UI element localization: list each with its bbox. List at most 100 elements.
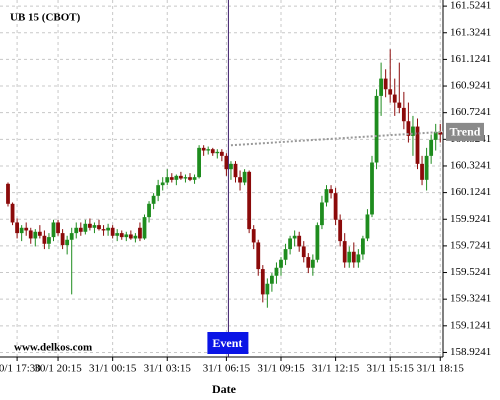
candle-body bbox=[260, 269, 265, 295]
candle-body bbox=[279, 259, 283, 268]
y-tick-label: 158.9241 bbox=[450, 346, 491, 358]
candle-body bbox=[215, 151, 220, 154]
candle-body bbox=[333, 193, 338, 220]
candle-body bbox=[133, 235, 138, 239]
candle-body bbox=[19, 227, 24, 234]
candle-body bbox=[229, 163, 233, 170]
candle-body bbox=[138, 227, 142, 239]
candle-body bbox=[365, 214, 370, 239]
candle-body bbox=[128, 234, 133, 239]
candle-body bbox=[347, 251, 352, 263]
candle-body bbox=[338, 219, 343, 242]
candle-body bbox=[92, 225, 97, 228]
x-tick-label: 30/1 17:30 bbox=[0, 363, 41, 375]
candle-body bbox=[415, 126, 420, 164]
candle-body bbox=[206, 149, 211, 151]
candle-body bbox=[224, 155, 229, 170]
candle-body bbox=[192, 177, 197, 180]
candle-body bbox=[179, 175, 183, 179]
candle-body bbox=[83, 223, 88, 232]
candle-body bbox=[424, 155, 429, 180]
candle-body bbox=[188, 177, 192, 180]
candle-body bbox=[147, 203, 151, 218]
candle-body bbox=[374, 95, 379, 163]
watermark: www.delkos.com bbox=[14, 342, 92, 354]
candle-body bbox=[210, 149, 215, 154]
x-tick-label: 31/1 09:15 bbox=[257, 363, 305, 375]
candle-body bbox=[329, 189, 333, 194]
candle-body bbox=[288, 238, 292, 250]
trend-label: Trend bbox=[450, 125, 481, 139]
candle-body bbox=[251, 229, 256, 243]
candle-body bbox=[315, 225, 320, 260]
x-axis-title: Date bbox=[212, 382, 237, 396]
candle-body bbox=[165, 177, 170, 183]
candle-body bbox=[42, 235, 47, 244]
candle-body bbox=[242, 171, 247, 183]
candle-body bbox=[201, 147, 206, 151]
trend-box bbox=[446, 122, 484, 141]
y-tick-label: 160.9241 bbox=[450, 80, 491, 92]
x-tick-label: 30/1 20:15 bbox=[34, 363, 82, 375]
candle-body bbox=[320, 202, 324, 226]
candle-body bbox=[324, 189, 329, 203]
candle-body bbox=[370, 162, 374, 215]
candle-body bbox=[406, 121, 411, 136]
y-tick-label: 161.1241 bbox=[450, 53, 491, 65]
candle-body bbox=[411, 126, 415, 136]
y-tick-label: 161.3241 bbox=[450, 26, 491, 38]
candle-body bbox=[270, 275, 274, 284]
candle-body bbox=[274, 267, 279, 276]
x-tick-label: 31/1 18:15 bbox=[417, 363, 465, 375]
candle-body bbox=[397, 102, 402, 108]
candle-body bbox=[88, 223, 92, 228]
candle-body bbox=[33, 231, 38, 239]
candle-body bbox=[283, 249, 288, 260]
candle-body bbox=[247, 171, 252, 230]
candle-body bbox=[156, 185, 161, 196]
candle-body bbox=[265, 283, 270, 295]
candle-body bbox=[124, 234, 129, 238]
y-tick-label: 159.3241 bbox=[450, 293, 491, 305]
candle-body bbox=[342, 241, 347, 263]
candle-body bbox=[74, 227, 79, 234]
y-tick-label: 159.7241 bbox=[450, 239, 491, 251]
candle-body bbox=[219, 151, 224, 156]
x-tick-label: 31/1 15:15 bbox=[367, 363, 415, 375]
candle-body bbox=[310, 259, 315, 268]
candle-body bbox=[361, 238, 365, 255]
candle-body bbox=[65, 239, 70, 246]
candle-body bbox=[392, 94, 397, 103]
candle-body bbox=[301, 246, 306, 258]
chart-title: UB 15 (CBOT) bbox=[10, 12, 81, 24]
candle-body bbox=[15, 222, 19, 234]
candle-body bbox=[256, 242, 261, 270]
y-tick-label: 161.5241 bbox=[450, 0, 491, 12]
candle-body bbox=[151, 195, 156, 204]
candle-body bbox=[383, 78, 388, 90]
candle-body bbox=[160, 182, 165, 186]
candle-body bbox=[119, 233, 124, 238]
candle-body bbox=[78, 227, 83, 232]
x-tick-label: 31/1 12:15 bbox=[312, 363, 360, 375]
candle-body bbox=[69, 233, 74, 240]
candle-body bbox=[6, 183, 10, 204]
trend-line bbox=[230, 130, 444, 147]
candle-body bbox=[10, 203, 15, 223]
candle-body bbox=[56, 222, 60, 234]
candle-body bbox=[115, 233, 120, 236]
candle-body bbox=[169, 177, 174, 180]
candle-body bbox=[356, 254, 361, 263]
candle-body bbox=[60, 233, 65, 246]
y-tick-label: 160.1241 bbox=[450, 186, 491, 198]
x-tick-label: 31/1 06:15 bbox=[203, 363, 251, 375]
candle-body bbox=[24, 227, 29, 231]
candle-body bbox=[379, 78, 383, 96]
candle-body bbox=[28, 230, 33, 239]
candle-body bbox=[297, 235, 302, 247]
x-tick-label: 31/1 03:15 bbox=[144, 363, 192, 375]
candle-body bbox=[438, 131, 443, 135]
candle-body bbox=[142, 217, 147, 239]
candle-body bbox=[388, 89, 393, 95]
